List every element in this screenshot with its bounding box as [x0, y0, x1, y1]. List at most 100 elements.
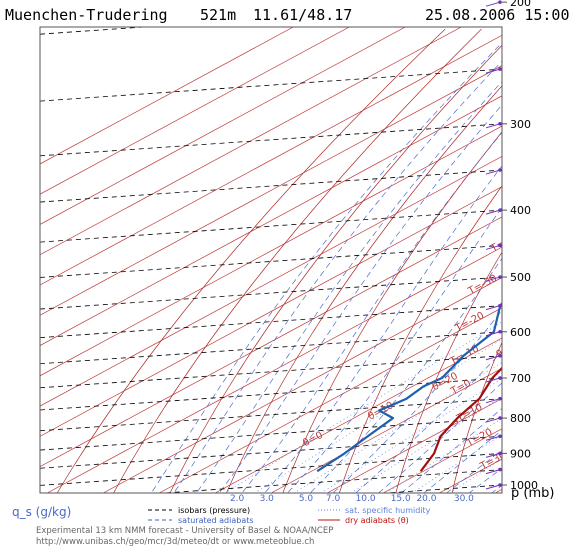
pressure-axis: 200 300 400 500 600 700 800 900 1000 — [502, 0, 538, 492]
saturated-adiabat-line — [241, 131, 502, 493]
wind-barb-dot — [498, 483, 502, 487]
dry-adiabat-line — [169, 44, 502, 493]
wind-barb — [485, 244, 501, 250]
wind-barb — [485, 331, 501, 337]
wind-barb-dot — [498, 416, 502, 420]
isotherm-line — [271, 367, 502, 493]
wind-barb-dot — [498, 168, 502, 172]
wind-barb — [485, 469, 501, 475]
isotherm-line — [40, 34, 502, 286]
humidity-axis-label: q_s (g/kg) — [12, 505, 71, 519]
dewpoint-profile — [316, 301, 502, 473]
pressure-tick-label: 600 — [510, 326, 531, 339]
wind-barb-dot — [498, 303, 502, 308]
legend-label-dry-adiabats: dry adiabats (θ) — [345, 516, 409, 525]
saturated-adiabat-line — [150, 42, 502, 493]
legend-label-saturated-adiabats: saturated adiabats — [178, 516, 254, 525]
isobar-line — [40, 276, 502, 310]
isobar-line — [40, 305, 502, 339]
legend-item-dry-adiabats: dry adiabats (θ) — [318, 516, 409, 525]
humidity-tick-label: 7.0 — [326, 494, 341, 504]
isobar-line — [40, 452, 502, 486]
isobar-line — [40, 209, 502, 243]
isotherm-line — [40, 125, 502, 377]
pressure-tick-label: 800 — [510, 412, 531, 425]
theta-label: θ=30 — [495, 338, 524, 360]
saturated-adiabat-line — [173, 60, 502, 493]
pressure-tick-label: 700 — [510, 372, 531, 385]
pressure-tick-label: 200 — [510, 0, 531, 9]
temperature-label: T=-30 — [466, 273, 499, 298]
wind-barbs — [485, 0, 502, 490]
wind-barb — [485, 417, 501, 423]
wind-barb-dot — [498, 376, 502, 380]
wind-barb — [485, 68, 501, 74]
isotherm-line — [40, 216, 502, 468]
humidity-tick-label: 15.0 — [391, 494, 411, 504]
mixing-ratio-lines — [224, 321, 502, 493]
mixing-ratio-line — [224, 321, 502, 493]
wind-barb-dot — [498, 434, 502, 439]
legend-item-sat-specific-humidity: sat. specific humidity — [318, 506, 431, 515]
wind-barb-dot — [498, 396, 502, 401]
pressure-tick-label: 500 — [510, 271, 531, 284]
dry-adiabat-line — [395, 251, 502, 493]
saturated-adiabat-line — [400, 407, 502, 493]
dry-adiabat-line — [56, 28, 446, 493]
isotherm-line — [40, 27, 294, 165]
legend-item-isobars: isobars (pressure) — [148, 506, 250, 515]
saturated-adiabat-line — [218, 104, 502, 493]
mixing-ratio-line — [411, 434, 502, 493]
wind-barb — [485, 305, 501, 311]
wind-barb-dot — [498, 451, 502, 456]
humidity-tick-label: 2.0 — [230, 494, 245, 504]
dry-adiabat-line — [113, 28, 482, 493]
isotherm-line — [215, 337, 502, 493]
isotherm-line — [40, 27, 350, 195]
humidity-tick-label: 5.0 — [299, 494, 314, 504]
temperature-label: T=-40 — [488, 231, 521, 256]
isobars — [40, 27, 502, 493]
saturated-adiabat-line — [196, 81, 502, 493]
saturated-adiabat-line — [309, 257, 502, 493]
pressure-tick-label: 400 — [510, 204, 531, 217]
pressure-tick-label: 900 — [510, 447, 531, 460]
wind-barb — [485, 435, 501, 441]
station-elevation: 521m — [200, 6, 236, 24]
pressure-tick-label: 300 — [510, 118, 531, 131]
dry-adiabats — [56, 28, 502, 493]
isotherm-line — [40, 27, 406, 225]
isotherm-line — [47, 246, 502, 493]
pressure-tick-label: 1000 — [510, 479, 538, 492]
wind-barb-dot — [498, 329, 502, 334]
isotherm-line — [327, 398, 502, 493]
mixing-ratio-line — [293, 361, 502, 493]
isobar-line — [40, 331, 502, 365]
wind-barb — [485, 484, 501, 490]
profiles — [316, 301, 502, 473]
dry-adiabat-line — [451, 341, 502, 493]
isotherm-line — [383, 428, 502, 493]
wind-barb — [485, 123, 501, 129]
isotherm-line — [40, 65, 502, 316]
temperature-label: T=10 — [454, 402, 484, 425]
mixing-ratio-line — [448, 458, 502, 493]
wind-barb — [485, 398, 501, 404]
forecast-datetime: 25.08.2006 15:00 — [425, 6, 570, 24]
theta-label: θ=0 — [301, 430, 325, 450]
humidity-tick-label: 30.0 — [454, 494, 474, 504]
isotherm-line — [40, 155, 502, 407]
isotherm-line — [159, 307, 502, 493]
isotherm-line — [40, 186, 502, 437]
legend-item-saturated-adiabats: saturated adiabats — [148, 516, 254, 525]
isotherm-line — [40, 27, 462, 256]
dry-adiabat-line — [226, 85, 502, 493]
wind-barb-dot — [498, 467, 502, 472]
isotherms — [40, 27, 502, 493]
wind-barb — [485, 355, 501, 361]
wind-barb — [485, 169, 501, 175]
footer-credit: Experimental 13 km NMM forecast - Univer… — [36, 526, 333, 536]
isobar-line — [40, 68, 502, 102]
plot-frame — [39, 26, 503, 494]
